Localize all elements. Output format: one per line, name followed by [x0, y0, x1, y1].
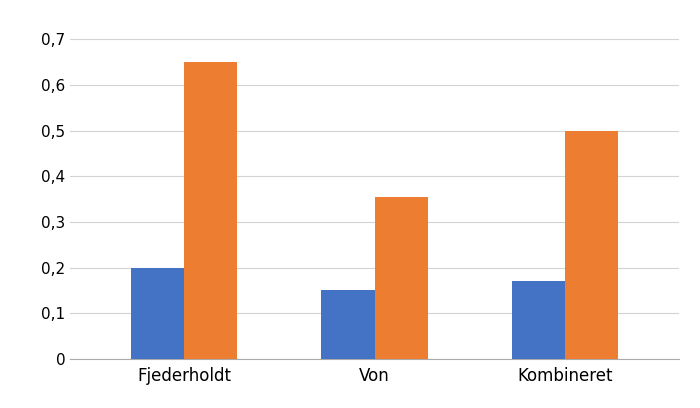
Bar — [512, 282, 565, 359]
Bar — [131, 268, 184, 359]
Bar — [565, 131, 618, 359]
Bar — [374, 197, 428, 359]
Bar — [321, 290, 374, 359]
Bar — [184, 62, 237, 359]
